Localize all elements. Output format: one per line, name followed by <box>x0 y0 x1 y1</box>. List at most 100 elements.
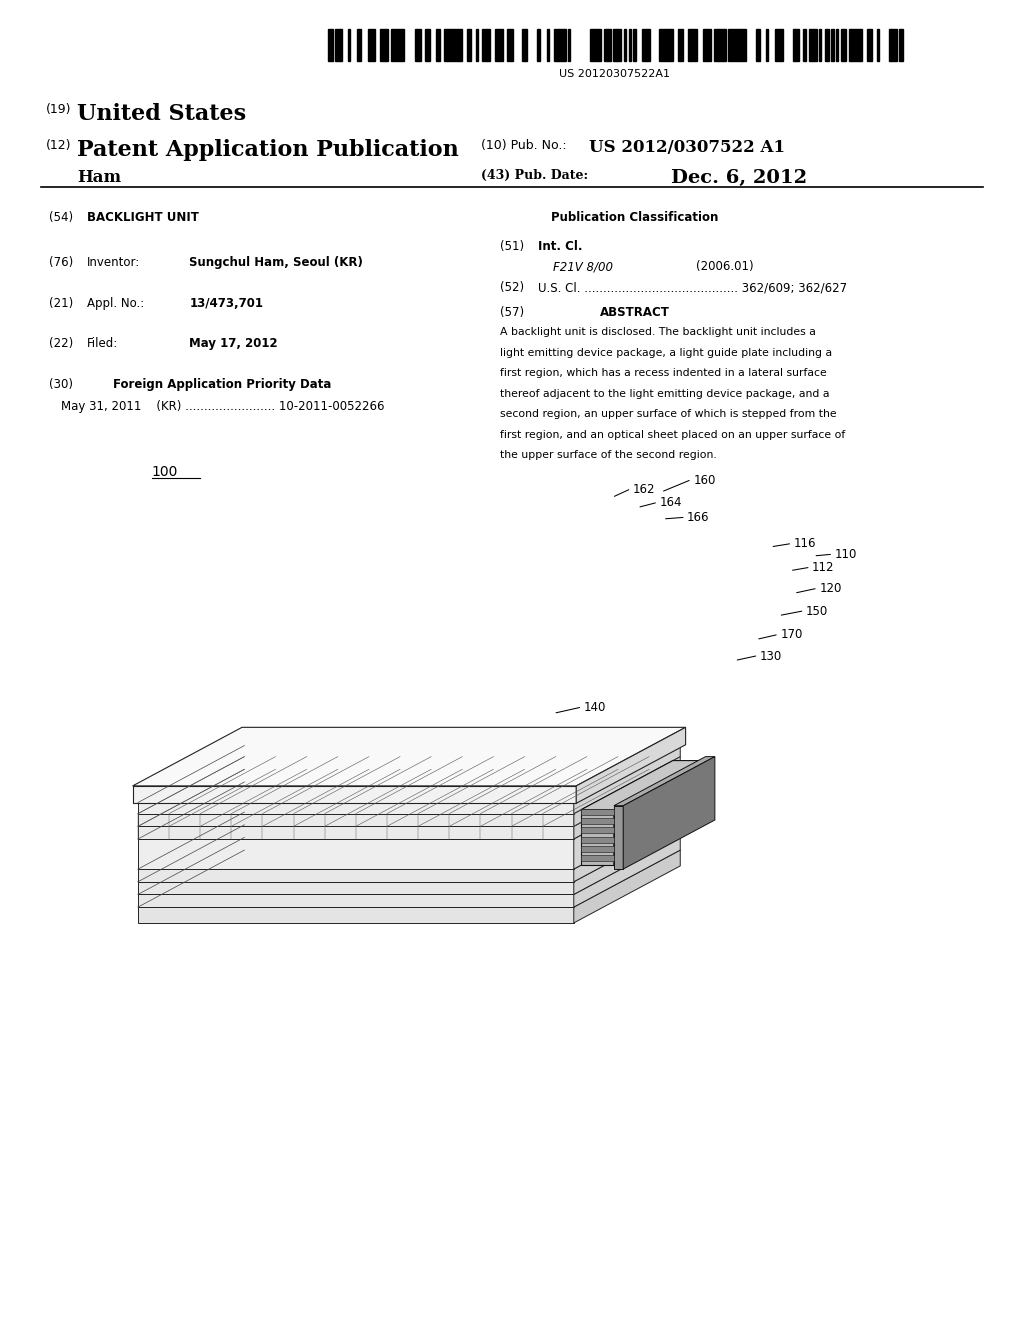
Polygon shape <box>138 840 573 869</box>
Bar <box>476 29 478 61</box>
Bar <box>624 29 626 61</box>
Text: 170: 170 <box>780 628 803 642</box>
Bar <box>616 29 621 61</box>
Text: 13/473,701: 13/473,701 <box>189 297 263 310</box>
Text: 116: 116 <box>794 537 816 550</box>
Bar <box>382 29 384 61</box>
Bar <box>564 29 566 61</box>
Text: US 2012/0307522 A1: US 2012/0307522 A1 <box>589 139 784 156</box>
Bar <box>777 29 780 61</box>
Text: (22): (22) <box>49 337 74 350</box>
Bar <box>458 29 462 61</box>
Polygon shape <box>613 756 715 805</box>
Text: (12): (12) <box>46 139 72 152</box>
Bar <box>396 29 401 61</box>
Bar <box>803 29 806 61</box>
Polygon shape <box>573 746 680 813</box>
Polygon shape <box>138 869 573 882</box>
Bar <box>688 29 690 61</box>
Bar <box>568 29 570 61</box>
Bar <box>831 29 834 61</box>
Text: 112: 112 <box>812 561 835 574</box>
Polygon shape <box>582 828 613 833</box>
Bar <box>613 29 616 61</box>
Bar <box>849 29 851 61</box>
Bar <box>335 29 337 61</box>
Text: (21): (21) <box>49 297 74 310</box>
Text: (30): (30) <box>49 378 73 391</box>
Polygon shape <box>582 837 613 842</box>
Bar <box>659 29 664 61</box>
Text: U.S. Cl. ......................................... 362/609; 362/627: U.S. Cl. ...............................… <box>538 281 847 294</box>
Bar <box>495 29 499 61</box>
Text: (10) Pub. No.:: (10) Pub. No.: <box>481 139 567 152</box>
Text: (76): (76) <box>49 256 74 269</box>
Bar <box>671 29 673 61</box>
Text: United States: United States <box>77 103 246 125</box>
Bar <box>525 29 527 61</box>
Text: 140: 140 <box>584 701 606 714</box>
Bar <box>511 29 513 61</box>
Text: 100: 100 <box>152 465 178 479</box>
Polygon shape <box>138 837 680 895</box>
Polygon shape <box>138 882 573 895</box>
Bar <box>444 29 447 61</box>
Bar <box>814 29 817 61</box>
Text: Publication Classification: Publication Classification <box>551 211 719 224</box>
Bar <box>825 29 829 61</box>
Polygon shape <box>582 855 613 861</box>
Text: (57): (57) <box>500 306 524 319</box>
Bar <box>851 29 853 61</box>
Bar <box>858 29 860 61</box>
Bar <box>604 29 606 61</box>
Polygon shape <box>138 895 573 907</box>
Bar <box>706 29 711 61</box>
Text: (54): (54) <box>49 211 74 224</box>
Bar <box>357 29 359 61</box>
Polygon shape <box>138 825 680 882</box>
Bar <box>447 29 452 61</box>
Polygon shape <box>582 760 706 809</box>
Bar <box>522 29 525 61</box>
Bar <box>877 29 879 61</box>
Text: 166: 166 <box>687 511 710 524</box>
Bar <box>633 29 636 61</box>
Text: Sungchul Ham, Seoul (KR): Sungchul Ham, Seoul (KR) <box>189 256 364 269</box>
Bar <box>328 29 330 61</box>
Bar <box>425 29 427 61</box>
Bar <box>487 29 490 61</box>
Bar <box>780 29 783 61</box>
Bar <box>836 29 838 61</box>
Bar <box>348 29 350 61</box>
Text: Filed:: Filed: <box>87 337 119 350</box>
Text: 150: 150 <box>806 605 828 618</box>
Bar <box>703 29 706 61</box>
Polygon shape <box>573 850 680 923</box>
Text: 120: 120 <box>819 582 842 595</box>
Text: Ham: Ham <box>77 169 121 186</box>
Bar <box>891 29 894 61</box>
Bar <box>419 29 421 61</box>
Bar <box>642 29 644 61</box>
Bar <box>775 29 777 61</box>
Polygon shape <box>138 812 680 869</box>
Bar <box>386 29 388 61</box>
Bar <box>664 29 668 61</box>
Polygon shape <box>582 846 613 851</box>
Bar <box>469 29 471 61</box>
Polygon shape <box>573 812 680 882</box>
Bar <box>606 29 611 61</box>
Bar <box>853 29 858 61</box>
Bar <box>507 29 511 61</box>
Text: first region, and an optical sheet placed on an upper surface of: first region, and an optical sheet place… <box>500 430 845 440</box>
Bar <box>554 29 557 61</box>
Polygon shape <box>138 803 573 813</box>
Bar <box>370 29 375 61</box>
Bar <box>427 29 430 61</box>
Bar <box>793 29 795 61</box>
Polygon shape <box>613 805 624 869</box>
Bar <box>337 29 340 61</box>
Text: Dec. 6, 2012: Dec. 6, 2012 <box>671 169 807 187</box>
Bar <box>692 29 697 61</box>
Bar <box>330 29 333 61</box>
